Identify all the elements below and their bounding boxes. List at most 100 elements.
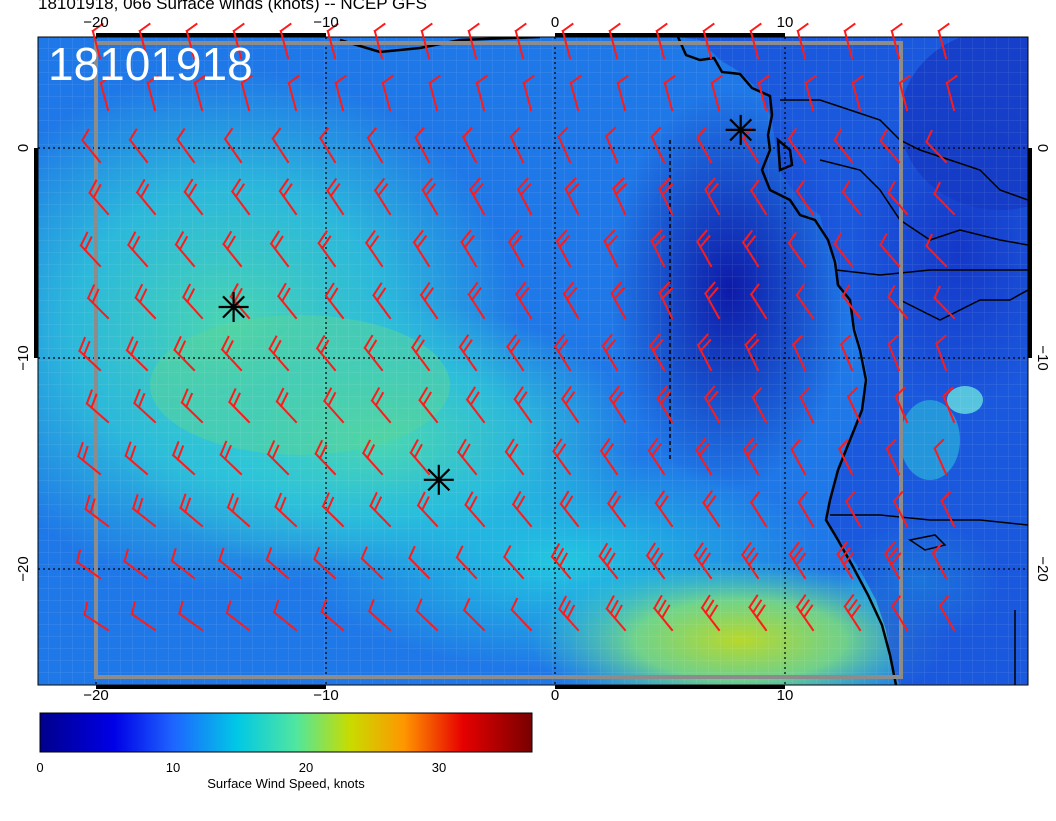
wind-barb <box>749 491 768 528</box>
wind-barb <box>557 126 572 164</box>
wind-barb <box>933 438 948 476</box>
wind-barb <box>509 126 525 164</box>
bottom-x-tick: −10 <box>313 687 338 704</box>
wind-barb <box>606 490 627 528</box>
wind-barb <box>220 335 243 372</box>
wind-barb <box>885 438 901 476</box>
wind-barb <box>138 22 151 60</box>
wind-barb <box>99 74 112 112</box>
wind-barb <box>611 177 628 216</box>
wind-barbs <box>75 22 958 632</box>
wind-barb <box>265 547 290 580</box>
wind-barb <box>559 490 580 528</box>
wind-barb <box>180 388 204 424</box>
wind-barb <box>369 491 392 528</box>
wind-barb <box>938 595 956 632</box>
wind-barb <box>839 334 854 372</box>
wind-barb <box>173 335 196 372</box>
wind-barb <box>321 492 345 528</box>
wind-barb <box>569 74 582 112</box>
wind-barb <box>894 386 909 424</box>
wind-barb <box>240 74 253 112</box>
wind-barb <box>468 177 486 216</box>
wind-barb <box>467 281 486 320</box>
top-x-tick: −10 <box>313 14 338 31</box>
wind-barb <box>757 74 770 112</box>
colorbar <box>39 712 533 753</box>
right-y-tick: 0 <box>1034 144 1051 152</box>
wind-barb <box>604 126 619 164</box>
wind-barb <box>317 230 337 268</box>
wind-barb <box>146 74 159 112</box>
wind-barb <box>367 598 392 632</box>
wind-barb <box>75 549 102 580</box>
bottom-x-tick: 10 <box>777 687 794 704</box>
wind-barb <box>326 177 345 216</box>
wind-barb <box>312 546 337 580</box>
colorbar-tick: 30 <box>432 760 446 775</box>
wind-barb <box>934 334 948 372</box>
wind-barb <box>412 229 431 268</box>
wind-barb <box>598 542 619 580</box>
wind-barb <box>703 177 721 216</box>
top-x-tick: 0 <box>551 14 559 31</box>
wind-barb <box>419 282 439 320</box>
wind-barb <box>700 594 721 632</box>
wind-barb <box>843 22 856 60</box>
wind-barb <box>796 22 809 60</box>
wind-barb <box>879 232 901 268</box>
wind-barb <box>931 542 948 580</box>
left-y-tick: 0 <box>15 144 32 152</box>
wind-barb <box>787 231 807 268</box>
wind-barb <box>135 178 157 216</box>
bottom-x-tick: −20 <box>83 687 108 704</box>
wind-barb <box>522 74 535 112</box>
wind-barb <box>887 284 909 320</box>
wind-barb <box>83 601 110 632</box>
wind-barb <box>272 599 298 632</box>
wind-barb <box>608 385 627 424</box>
map-frame <box>37 36 1029 686</box>
wind-barb <box>788 541 807 580</box>
wind-barb <box>702 489 721 528</box>
wind-barb <box>124 441 149 476</box>
wind-barb <box>647 437 666 476</box>
wind-barb <box>844 490 862 528</box>
wind-barb <box>511 490 533 528</box>
wind-barb <box>176 127 196 164</box>
wind-barb <box>475 74 488 112</box>
wind-barb <box>421 177 439 216</box>
wind-barb <box>322 387 345 424</box>
wind-barb <box>795 594 815 632</box>
wind-barb <box>320 599 345 632</box>
wind-barb <box>85 389 110 424</box>
wind-barb <box>560 386 580 424</box>
wind-barb <box>372 282 392 320</box>
wind-barb <box>514 22 527 60</box>
wind-barb <box>740 542 760 580</box>
wind-barb <box>616 74 629 112</box>
wind-barb <box>381 74 394 112</box>
wind-barb <box>846 386 862 424</box>
wind-barb <box>890 595 909 632</box>
wind-barb <box>787 127 807 164</box>
wind-barb <box>217 547 243 580</box>
wind-barb <box>693 542 713 580</box>
wind-barb <box>268 335 290 372</box>
wind-barb <box>276 282 298 320</box>
wind-barb <box>879 128 901 164</box>
wind-barb <box>460 229 478 268</box>
wind-barb <box>887 180 909 216</box>
country-borders <box>669 99 1028 685</box>
frame-bars <box>34 33 1032 689</box>
left-y-tick: −10 <box>15 345 32 370</box>
wind-barb <box>462 597 486 632</box>
wind-barb <box>458 334 478 372</box>
wind-barb <box>373 177 392 216</box>
wind-barb <box>795 283 815 320</box>
wind-barb <box>748 594 768 632</box>
wind-barb <box>271 127 290 164</box>
wind-barb <box>334 74 347 112</box>
wind-barb <box>193 74 206 112</box>
wind-barb <box>415 598 439 632</box>
